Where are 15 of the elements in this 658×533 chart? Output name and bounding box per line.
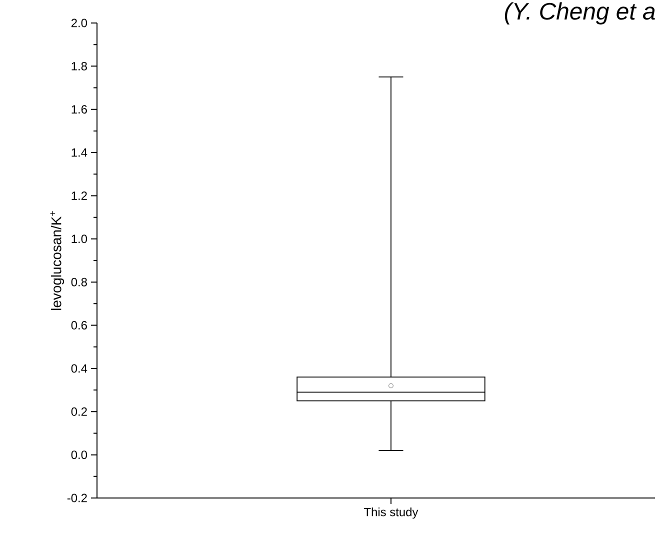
y-tick-label: -0.2 bbox=[67, 494, 87, 502]
y-tick-label: 0.8 bbox=[71, 278, 87, 286]
y-tick-label: 1.8 bbox=[72, 62, 87, 70]
y-tick-label: 0.2 bbox=[71, 407, 87, 416]
y-tick-label: 1.4 bbox=[72, 148, 88, 157]
y-axis-title: levoglucosan/K$^{+}$ bbox=[50, 211, 64, 310]
y-tick-label: 1.0 bbox=[72, 234, 88, 244]
x-tick-label: This study bbox=[364, 508, 418, 519]
chart-title: (Y. Cheng et a bbox=[504, 2, 655, 24]
y-tick-label: 0.4 bbox=[71, 364, 88, 373]
y-tick-label: 0.6 bbox=[71, 321, 87, 330]
y-tick-label: 1.6 bbox=[72, 105, 87, 114]
y-tick-label: 2.0 bbox=[71, 18, 88, 28]
y-tick-label: 0.0 bbox=[71, 450, 88, 460]
y-tick-label: 1.2 bbox=[72, 192, 87, 200]
